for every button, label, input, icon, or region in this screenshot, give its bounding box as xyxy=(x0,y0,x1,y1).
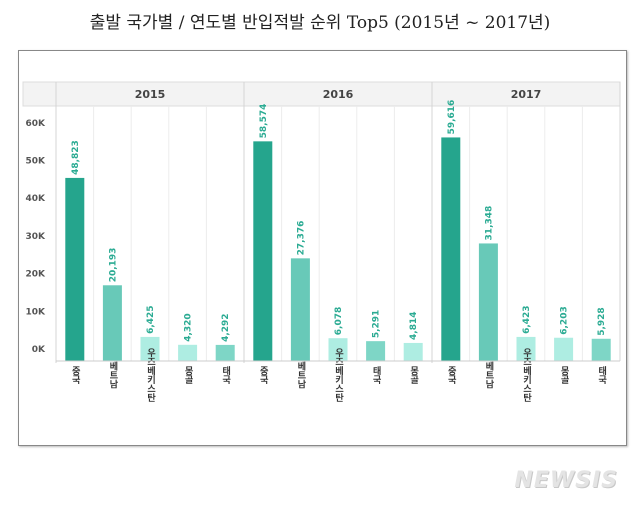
category-label: 베트남 xyxy=(295,360,305,389)
data-label: 59,616 xyxy=(447,100,457,135)
bar-2015-4 xyxy=(215,344,235,361)
year-header: 2015 xyxy=(135,88,166,101)
chart-frame: 0K 10K 20K 30K 40K 50K 60K 2015 48,823 중국 20,193 베트… xyxy=(18,50,627,446)
bar-2016-4 xyxy=(403,342,423,361)
bar-2016-3 xyxy=(366,341,386,361)
bar-2016-0 xyxy=(253,141,273,361)
y-tick-label: 50K xyxy=(26,157,47,167)
data-label: 4,320 xyxy=(184,313,194,341)
category-label: 중국 xyxy=(258,366,268,385)
category-label: 태국 xyxy=(596,365,606,385)
bar-2017-1 xyxy=(478,243,498,361)
data-label: 5,928 xyxy=(597,307,607,335)
y-tick-label: 60K xyxy=(26,119,47,129)
data-label: 6,203 xyxy=(560,306,570,334)
category-label: 몽골 xyxy=(183,366,193,385)
data-label: 27,376 xyxy=(296,221,306,256)
bar-2015-0 xyxy=(65,177,85,361)
category-label: 몽골 xyxy=(408,366,418,385)
y-tick-label: 30K xyxy=(26,232,47,242)
category-label: 베트남 xyxy=(483,360,493,389)
bar-2017-0 xyxy=(441,137,461,361)
year-header-band xyxy=(22,81,621,107)
page-title: 출발 국가별 / 연도별 반입적발 순위 Top5 (2015년 ~ 2017년… xyxy=(89,13,551,33)
category-label: 중국 xyxy=(446,366,456,385)
data-label: 6,425 xyxy=(146,305,156,333)
bar-2016-1 xyxy=(290,258,310,361)
category-label: 베트남 xyxy=(107,360,117,389)
watermark-logo: NEWSIS xyxy=(514,468,618,493)
category-label: 우즈베키스탄 xyxy=(145,348,155,403)
bar-2017-3 xyxy=(554,337,574,361)
y-tick-label: 10K xyxy=(26,307,47,317)
data-label: 20,193 xyxy=(108,248,118,283)
data-label: 5,291 xyxy=(372,310,382,338)
year-header: 2017 xyxy=(511,88,542,101)
data-label: 48,823 xyxy=(71,140,81,175)
data-label: 6,078 xyxy=(334,307,344,335)
data-label: 58,574 xyxy=(259,104,269,139)
category-label: 태국 xyxy=(371,365,381,385)
bar-2015-3 xyxy=(178,344,198,361)
bar-2015-1 xyxy=(102,285,122,361)
data-label: 4,814 xyxy=(409,311,419,339)
bar-chart: 0K 10K 20K 30K 40K 50K 60K 2015 48,823 중국 20,193 베트… xyxy=(22,81,621,403)
bar-2017-4 xyxy=(591,338,611,361)
data-label: 6,423 xyxy=(522,305,532,333)
category-label: 우즈베키스탄 xyxy=(521,348,531,403)
bar-2015-2 xyxy=(140,336,160,361)
y-tick-label: 20K xyxy=(26,270,47,280)
y-tick-label: 0K xyxy=(32,345,46,355)
category-label: 우즈베키스탄 xyxy=(333,348,343,403)
bar-2016-2 xyxy=(328,338,348,361)
year-header: 2016 xyxy=(323,88,354,101)
category-label: 몽골 xyxy=(559,366,569,385)
bar-2017-2 xyxy=(516,336,536,361)
data-label: 4,292 xyxy=(221,313,231,341)
category-label: 태국 xyxy=(220,365,230,385)
category-label: 중국 xyxy=(70,366,80,385)
data-label: 31,348 xyxy=(484,206,494,241)
y-tick-label: 40K xyxy=(26,194,47,204)
